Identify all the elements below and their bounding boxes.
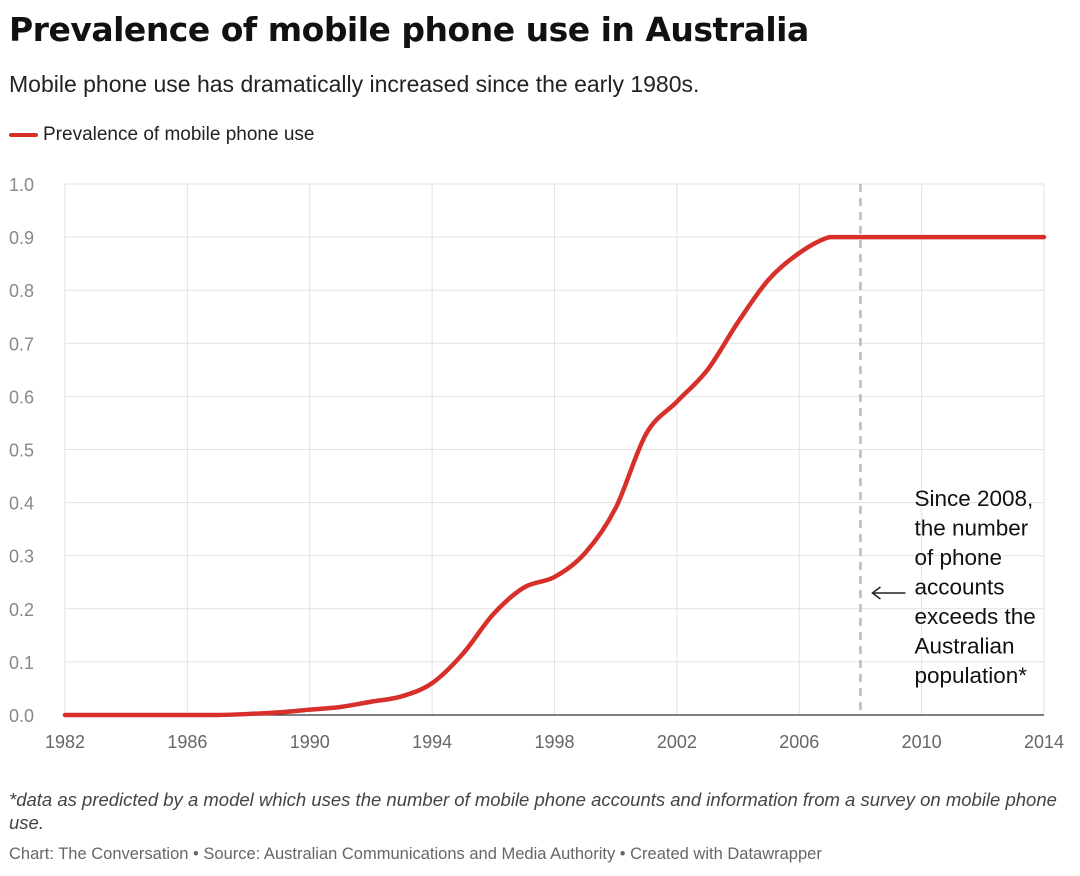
line-chart: 0.0 0.1 0.2 0.3 0.4 0.5 0.6 0.7 0.8 0.9 1.0 1982 198… [9,175,1064,752]
y-tick-label: 0.6 [9,387,34,407]
annotation-text: Since 2008, the number of phone accounts exc… [914,486,1035,688]
legend: Prevalence of mobile phone use [9,124,314,146]
y-tick-label: 0.7 [9,334,34,354]
annotation-arrowhead [871,586,881,600]
y-tick-label: 0.1 [9,653,34,673]
y-tick-label: 0.3 [9,547,34,567]
x-tick-label: 1994 [412,732,452,752]
series-line [62,234,1047,718]
chart-title: Prevalence of mobile phone use in Austra… [9,10,809,49]
x-tick-label: 1990 [290,732,330,752]
x-tick-label: 1998 [534,732,574,752]
chart-credits: Chart: The Conversation • Source: Austra… [9,845,822,863]
y-tick-label: 0.8 [9,281,34,301]
y-tick-label: 0.9 [9,228,34,248]
x-tick-label: 2014 [1024,732,1064,752]
x-tick-label: 1982 [45,732,85,752]
y-tick-label: 0.2 [9,600,34,620]
y-tick-label: 1.0 [9,175,34,195]
x-tick-label: 2002 [657,732,697,752]
legend-swatch [9,133,38,137]
footnote: *data as predicted by a model which uses… [9,789,1057,833]
y-tick-label: 0.4 [9,494,34,514]
legend-label: Prevalence of mobile phone use [43,124,315,145]
x-tick-label: 1986 [167,732,207,752]
chart-subtitle: Mobile phone use has dramatically increa… [9,71,700,97]
y-tick-label: 0.5 [9,441,34,461]
y-tick-label: 0.0 [9,706,34,726]
x-tick-label: 2006 [779,732,819,752]
x-tick-label: 2010 [902,732,942,752]
